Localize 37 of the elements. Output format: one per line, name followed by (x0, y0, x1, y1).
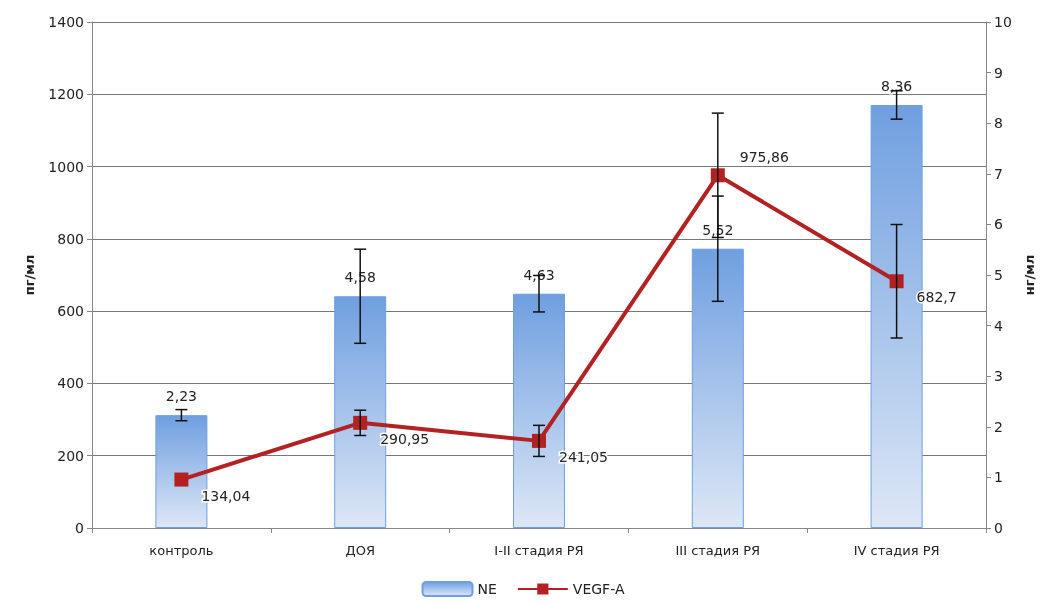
x-tick-label: IV стадия РЯ (853, 543, 940, 558)
y-tick-label: 1000 (48, 158, 84, 175)
data-label: 975,86 (739, 149, 789, 166)
y2-tick-label: 2 (994, 418, 1003, 435)
y-tick-label: 400 (57, 375, 84, 392)
bar (691, 248, 744, 528)
x-tick-label: контроль (149, 543, 214, 558)
x-tick-label: I-II стадия РЯ (494, 543, 584, 558)
legend-label: VEGF-A (572, 581, 625, 597)
y-tick-label: 0 (75, 520, 84, 536)
y2-tick-label: 4 (994, 317, 1003, 334)
data-label: 8,36 (881, 77, 913, 94)
data-label: 682,7 (916, 289, 957, 306)
y2-tick-label: 5 (994, 267, 1003, 283)
y-axis-title: пг/мл (22, 254, 37, 296)
y2-tick-label: 0 (994, 520, 1003, 536)
y-tick-label: 600 (57, 303, 84, 320)
y2-tick-label: 7 (994, 165, 1003, 182)
y-tick-label: 1200 (48, 86, 84, 103)
x-tick-label: III стадия РЯ (675, 543, 761, 558)
legend-label: NE (477, 581, 497, 597)
point (889, 274, 904, 289)
y2-tick-label: 8 (994, 115, 1003, 132)
data-label: 134,04 (201, 487, 251, 504)
y-tick-label: 800 (57, 230, 84, 247)
y2-tick-label: 1 (994, 469, 1003, 486)
y2-tick-label: 3 (994, 368, 1003, 385)
point (174, 472, 189, 487)
y2-tick-label: 9 (994, 64, 1003, 81)
y2-tick-label: 6 (994, 216, 1003, 233)
y2-tick-label: 10 (994, 14, 1012, 30)
data-label: 2,23 (165, 388, 197, 405)
y-tick-label: 1400 (48, 14, 84, 30)
x-tick-label: ДОЯ (345, 543, 375, 558)
y-tick-label: 200 (57, 447, 84, 464)
y2-axis-title: нг/мл (1021, 254, 1037, 296)
data-label: 4,63 (523, 266, 555, 283)
